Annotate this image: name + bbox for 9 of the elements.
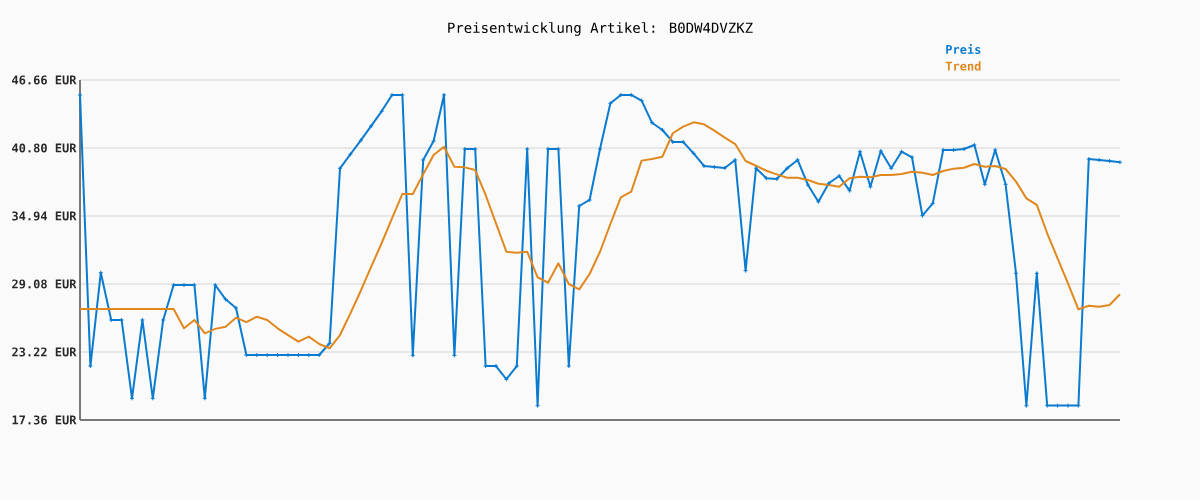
y-tick-label: 23.22 EUR <box>12 347 77 357</box>
y-tick-label: 29.08 EUR <box>12 279 77 289</box>
text: Trend <box>945 61 981 71</box>
y-tick-label: 40.80 EUR <box>12 143 77 153</box>
text: Preis <box>946 44 981 54</box>
y-tick-label: 46.66 EUR <box>12 75 77 85</box>
y-tick-label: 17.36 EUR <box>12 415 77 425</box>
y-tick-label: 34.94 EUR <box>12 211 77 221</box>
chart-title: Preisentwicklung Artikel: B0DW4DVZKZ <box>448 22 753 36</box>
